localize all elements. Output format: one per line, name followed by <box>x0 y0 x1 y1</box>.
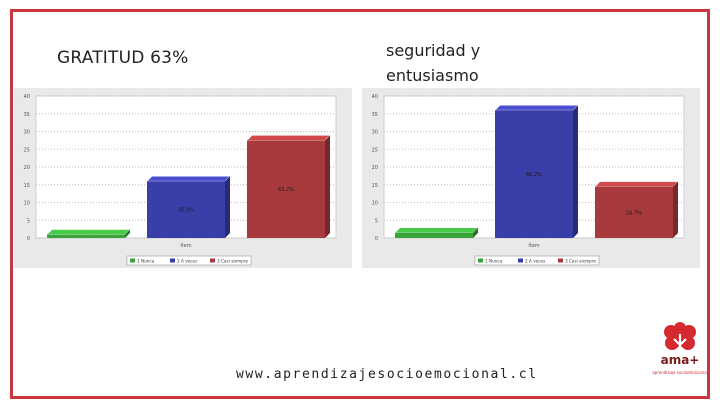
legend-swatch <box>130 258 135 263</box>
legend-item: 1 Nunca <box>130 258 155 263</box>
bar-face <box>495 110 573 238</box>
bar-1 <box>46 229 131 238</box>
data-label: 26.7% <box>626 210 642 216</box>
bar-face <box>395 232 473 238</box>
chart-panel-left: 0 5 10 15 20 25 30 35 40 35.2% 63.2% ítem 1 Nunca 2 A… <box>14 88 352 268</box>
legend-label: 1 Nunca <box>485 258 503 263</box>
bar-top <box>394 227 479 233</box>
legend-item: 2 A veces <box>518 258 545 263</box>
right-title-line-2: entusiasmo <box>386 66 479 85</box>
bar-side <box>225 176 230 238</box>
bar-1 <box>394 227 479 238</box>
bar-chart-left: 0 5 10 15 20 25 30 35 40 35.2% 63.2% ítem 1 Nunca 2 A… <box>24 94 337 266</box>
legend-label: 3 Casi siempre <box>217 258 248 263</box>
data-label: 63.2% <box>278 187 294 193</box>
bar-side <box>573 105 578 238</box>
y-tick-label: 15 <box>24 183 30 189</box>
bar-face <box>595 186 673 238</box>
right-title-line-1: seguridad y <box>386 41 481 60</box>
y-tick-label: 0 <box>27 236 30 242</box>
footer-url: www.aprendizajesocioemocional.cl <box>236 367 538 382</box>
y-tick-label: 30 <box>24 130 30 136</box>
x-tick-label: ítem <box>180 242 191 249</box>
legend-swatch <box>210 258 215 263</box>
bar-2: 35.2% <box>146 175 231 238</box>
y-tick-label: 20 <box>24 165 30 171</box>
legend-item: 3 Casi siempre <box>210 258 248 263</box>
legend-label: 2 A veces <box>177 258 197 263</box>
bar-top <box>494 104 579 111</box>
legend-label: 3 Casi siempre <box>565 258 596 263</box>
bar-3: 26.7% <box>594 181 679 238</box>
y-tick-label: 5 <box>27 218 30 224</box>
bar-side <box>673 181 678 238</box>
y-tick-label: 15 <box>372 183 378 189</box>
bar-face <box>247 140 325 238</box>
legend-swatch <box>170 258 175 263</box>
legend-label: 2 A veces <box>525 258 545 263</box>
y-tick-label: 40 <box>24 94 30 100</box>
legend-label: 1 Nunca <box>137 258 155 263</box>
bar-top <box>46 229 131 235</box>
bar-face <box>147 181 225 238</box>
legend-box <box>474 255 600 266</box>
x-tick-label: ítem <box>528 242 539 249</box>
y-tick-label: 10 <box>372 201 378 207</box>
bar-side <box>325 135 330 238</box>
chart-panel-right: 0 5 10 15 20 25 30 35 40 66.2% 26.7% ítem 1 Nunca 2 A… <box>362 88 700 268</box>
bar-2: 66.2% <box>494 104 579 238</box>
legend-swatch <box>518 258 523 263</box>
legend-item: 1 Nunca <box>478 258 503 263</box>
bar-chart-right: 0 5 10 15 20 25 30 35 40 66.2% 26.7% ítem 1 Nunca 2 A… <box>372 94 685 266</box>
logo-subtext: aprendizaje socioemocional <box>652 370 708 375</box>
bar-3: 63.2% <box>246 135 331 238</box>
legend-item: 2 A veces <box>170 258 197 263</box>
right-chart-title: seguridad y entusiasmo <box>386 38 536 88</box>
legend-swatch <box>478 258 483 263</box>
legend-box <box>126 255 252 266</box>
bar-face <box>47 234 125 238</box>
left-chart-title: GRATITUD 63% <box>57 48 189 68</box>
y-tick-label: 20 <box>372 165 378 171</box>
legend-item: 3 Casi siempre <box>558 258 596 263</box>
y-tick-label: 35 <box>372 112 378 118</box>
y-tick-label: 5 <box>375 218 378 224</box>
bar-top <box>594 181 679 187</box>
y-tick-label: 25 <box>24 147 30 153</box>
y-tick-label: 40 <box>372 94 378 100</box>
bar-side <box>473 227 478 238</box>
data-label: 66.2% <box>526 172 542 178</box>
slide-frame <box>10 9 710 399</box>
flower-logo-icon: ama+ aprendizaje socioemocional <box>652 322 708 375</box>
y-tick-label: 30 <box>372 130 378 136</box>
bar-side <box>125 229 130 238</box>
bar-top <box>146 175 231 182</box>
legend-swatch <box>558 258 563 263</box>
y-tick-label: 10 <box>24 201 30 207</box>
y-tick-label: 35 <box>24 112 30 118</box>
logo: ama+ aprendizaje socioemocional <box>652 322 708 384</box>
logo-text: ama+ <box>661 353 700 367</box>
bar-top <box>246 135 331 141</box>
y-tick-label: 25 <box>372 147 378 153</box>
data-label: 35.2% <box>178 208 194 214</box>
legend: 1 Nunca 2 A veces 3 Casi siempre <box>126 255 252 266</box>
y-tick-label: 0 <box>375 236 378 242</box>
legend: 1 Nunca 2 A veces 3 Casi siempre <box>474 255 600 266</box>
